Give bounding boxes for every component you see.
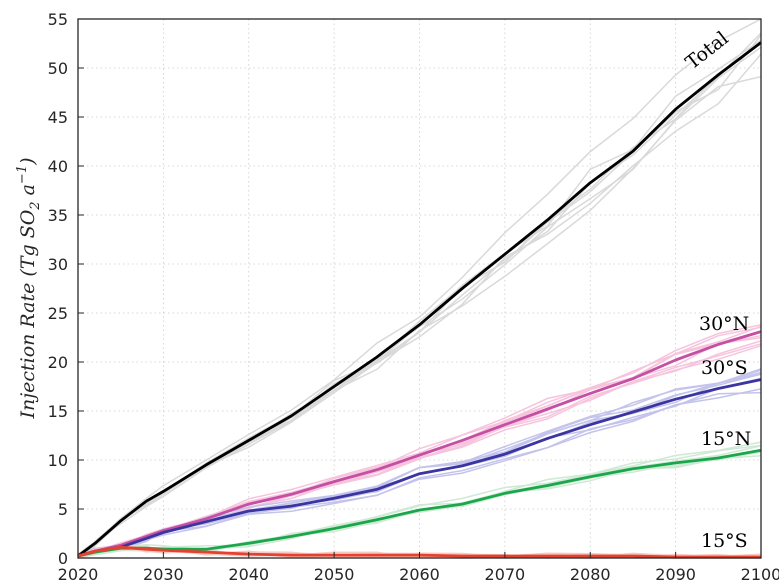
y-axis-label-superscript: −1 [15, 165, 30, 184]
x-tick-label: 2070 [485, 565, 526, 584]
series-line-3 [77, 448, 762, 558]
x-tick-label: 2040 [228, 565, 269, 584]
y-tick-label: 15 [48, 402, 68, 421]
y-axis: 0 5 10 15 20 25 30 35 40 45 50 55 [48, 10, 84, 568]
y-tick-label: 55 [48, 10, 68, 29]
y-tick-label: 30 [48, 255, 68, 274]
series-lines [77, 41, 762, 559]
y-axis-label: Injection Rate (Tg SO2 a−1) [15, 157, 43, 419]
x-tick-label: 2100 [741, 565, 779, 584]
label-30n: 30°N [699, 313, 749, 335]
x-tick-label: 2030 [143, 565, 184, 584]
y-tick-label: 5 [58, 500, 68, 519]
y-tick-label: 35 [48, 206, 68, 225]
y-tick-label: 10 [48, 451, 68, 470]
ensemble-member-0 [77, 18, 762, 558]
ensemble-lines [77, 18, 762, 559]
series-line-2 [77, 378, 762, 558]
ensemble-member-3 [77, 441, 762, 559]
label-total: Total [682, 27, 733, 74]
x-tick-label: 2020 [58, 565, 99, 584]
y-tick-label: 50 [48, 59, 68, 78]
label-15s: 15°S [701, 530, 748, 552]
y-tick-label: 40 [48, 157, 68, 176]
y-tick-label: 20 [48, 353, 68, 372]
series-line-1 [77, 330, 762, 558]
x-tick-label: 2090 [655, 565, 696, 584]
y-tick-label: 25 [48, 304, 68, 323]
ensemble-member-0 [77, 75, 762, 556]
x-tick-label: 2050 [314, 565, 355, 584]
series-line-4 [77, 545, 761, 559]
ensemble-member-3 [77, 445, 762, 556]
y-tick-label: 0 [58, 549, 68, 568]
y-axis-label-unit: a [17, 184, 39, 201]
y-axis-label-subscript: 2 [28, 201, 43, 210]
label-30s: 30°S [701, 357, 748, 379]
ensemble-member-1 [77, 324, 762, 558]
x-axis: 2020 2030 2040 2050 2060 2070 2080 2090 2100 [58, 552, 779, 584]
series-line-0 [77, 41, 762, 558]
y-axis-label-main: Injection Rate (Tg SO [17, 209, 39, 419]
ensemble-member-3 [77, 454, 762, 559]
ensemble-member-2 [77, 377, 762, 559]
x-tick-label: 2060 [399, 565, 440, 584]
x-tick-label: 2080 [570, 565, 611, 584]
y-axis-label-end: ) [17, 157, 39, 165]
y-tick-label: 45 [48, 108, 68, 127]
label-15n: 15°N [701, 428, 751, 450]
